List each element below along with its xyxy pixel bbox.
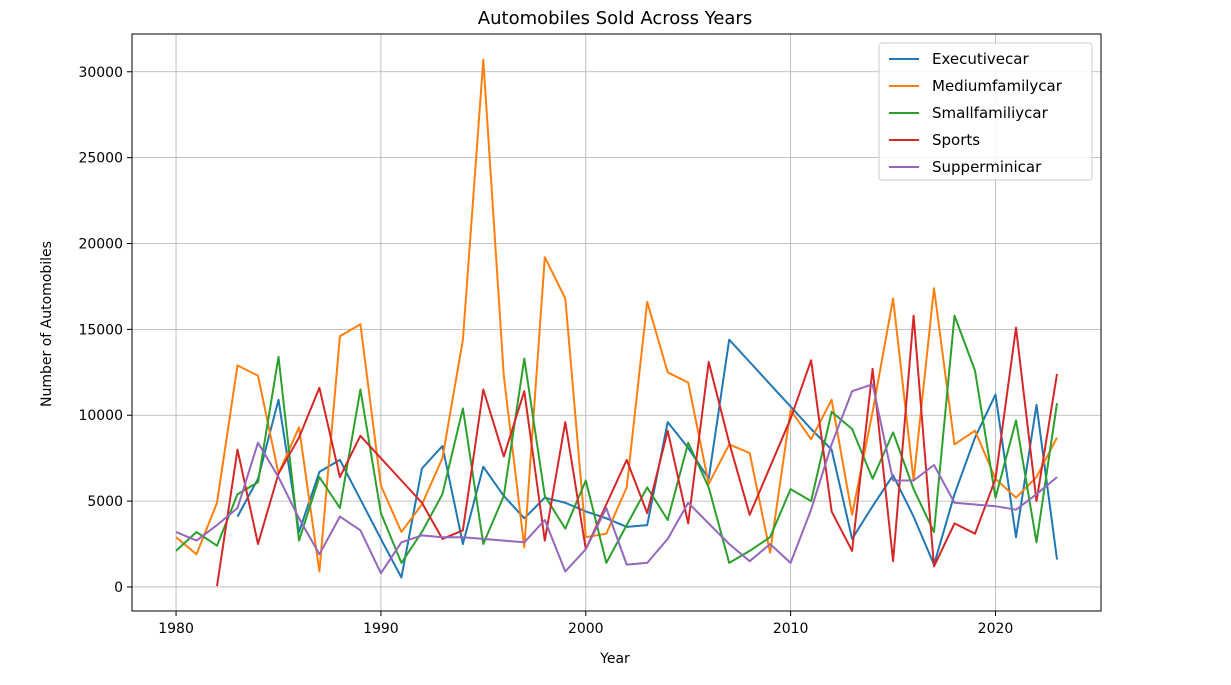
series-line-smallfamiliycar <box>175 314 1058 564</box>
y-tick-label: 5000 <box>87 494 123 510</box>
y-axis-label: Number of Automobiles <box>39 241 55 407</box>
y-tick-label: 20000 <box>78 237 123 253</box>
legend: Executivecar Mediumfamilycar Smallfamiliyc… <box>878 42 1093 181</box>
series-layer <box>175 58 1058 587</box>
legend-label-mediumfamilycar: Mediumfamilycar <box>932 77 1063 95</box>
series-line-executivecar <box>236 338 1058 579</box>
x-tick-label: 2000 <box>568 621 604 637</box>
y-tick-label: 0 <box>114 580 123 596</box>
legend-label-executivecar: Executivecar <box>932 50 1029 68</box>
y-tick-label: 25000 <box>78 151 123 167</box>
series-line-sports <box>216 314 1058 587</box>
legend-label-smallfamiliycar: Smallfamiliycar <box>932 104 1049 122</box>
legend-box <box>878 42 1093 181</box>
series-line-mediumfamilycar <box>175 58 1058 573</box>
x-tick-label: 1990 <box>363 621 399 637</box>
y-tick-label: 15000 <box>78 322 123 338</box>
tick-layer: 1980 1990 2000 2010 2020 0 5000 10000 15000 20000… <box>78 65 1013 637</box>
x-tick-label: 1980 <box>158 621 194 637</box>
plot-frame <box>131 33 1102 612</box>
series-line-supperminicar <box>175 383 1058 575</box>
y-tick-label: 30000 <box>78 65 123 81</box>
chart-title: Automobiles Sold Across Years <box>478 8 752 29</box>
legend-label-sports: Sports <box>932 131 980 149</box>
legend-items: Executivecar Mediumfamilycar Smallfamiliyc… <box>889 50 1063 176</box>
y-tick-label: 10000 <box>78 408 123 424</box>
legend-label-supperminicar: Supperminicar <box>932 158 1042 176</box>
x-tick-label: 2020 <box>978 621 1014 637</box>
x-axis-label: Year <box>599 651 630 667</box>
x-tick-label: 2010 <box>773 621 809 637</box>
